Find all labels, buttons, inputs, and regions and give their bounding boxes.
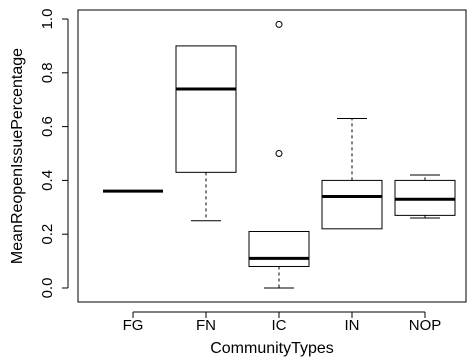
y-tick-label: 0.8 [39,62,56,83]
box-series [103,20,456,289]
box-rect [321,179,383,230]
box-ic [248,20,310,289]
box-nop [394,174,456,219]
x-tick-label: FG [123,317,144,334]
x-tick-label: IN [345,317,360,334]
x-axis: FG FN IC IN NOP [123,311,442,334]
outlier-point [275,150,283,157]
y-axis: 0.0 0.2 0.4 0.6 0.8 1.0 [39,9,69,299]
box-fn [175,45,237,222]
y-axis-label: MeanReopenIssuePercentage [9,48,26,264]
x-tick-label: IC [272,317,287,334]
outlier-point [275,20,283,28]
y-tick-label: 1.0 [39,9,56,30]
x-tick-label: FN [196,317,216,334]
box-rect [175,45,237,173]
box-in [321,118,383,230]
x-axis-label: CommunityTypes [210,340,334,357]
box-rect [248,231,310,267]
plot-frame [77,9,467,303]
y-tick-label: 0.2 [39,224,56,245]
y-tick-label: 0.4 [39,170,56,191]
x-tick-label: NOP [409,317,442,334]
y-tick-label: 0.0 [39,278,56,299]
y-tick-label: 0.6 [39,116,56,137]
